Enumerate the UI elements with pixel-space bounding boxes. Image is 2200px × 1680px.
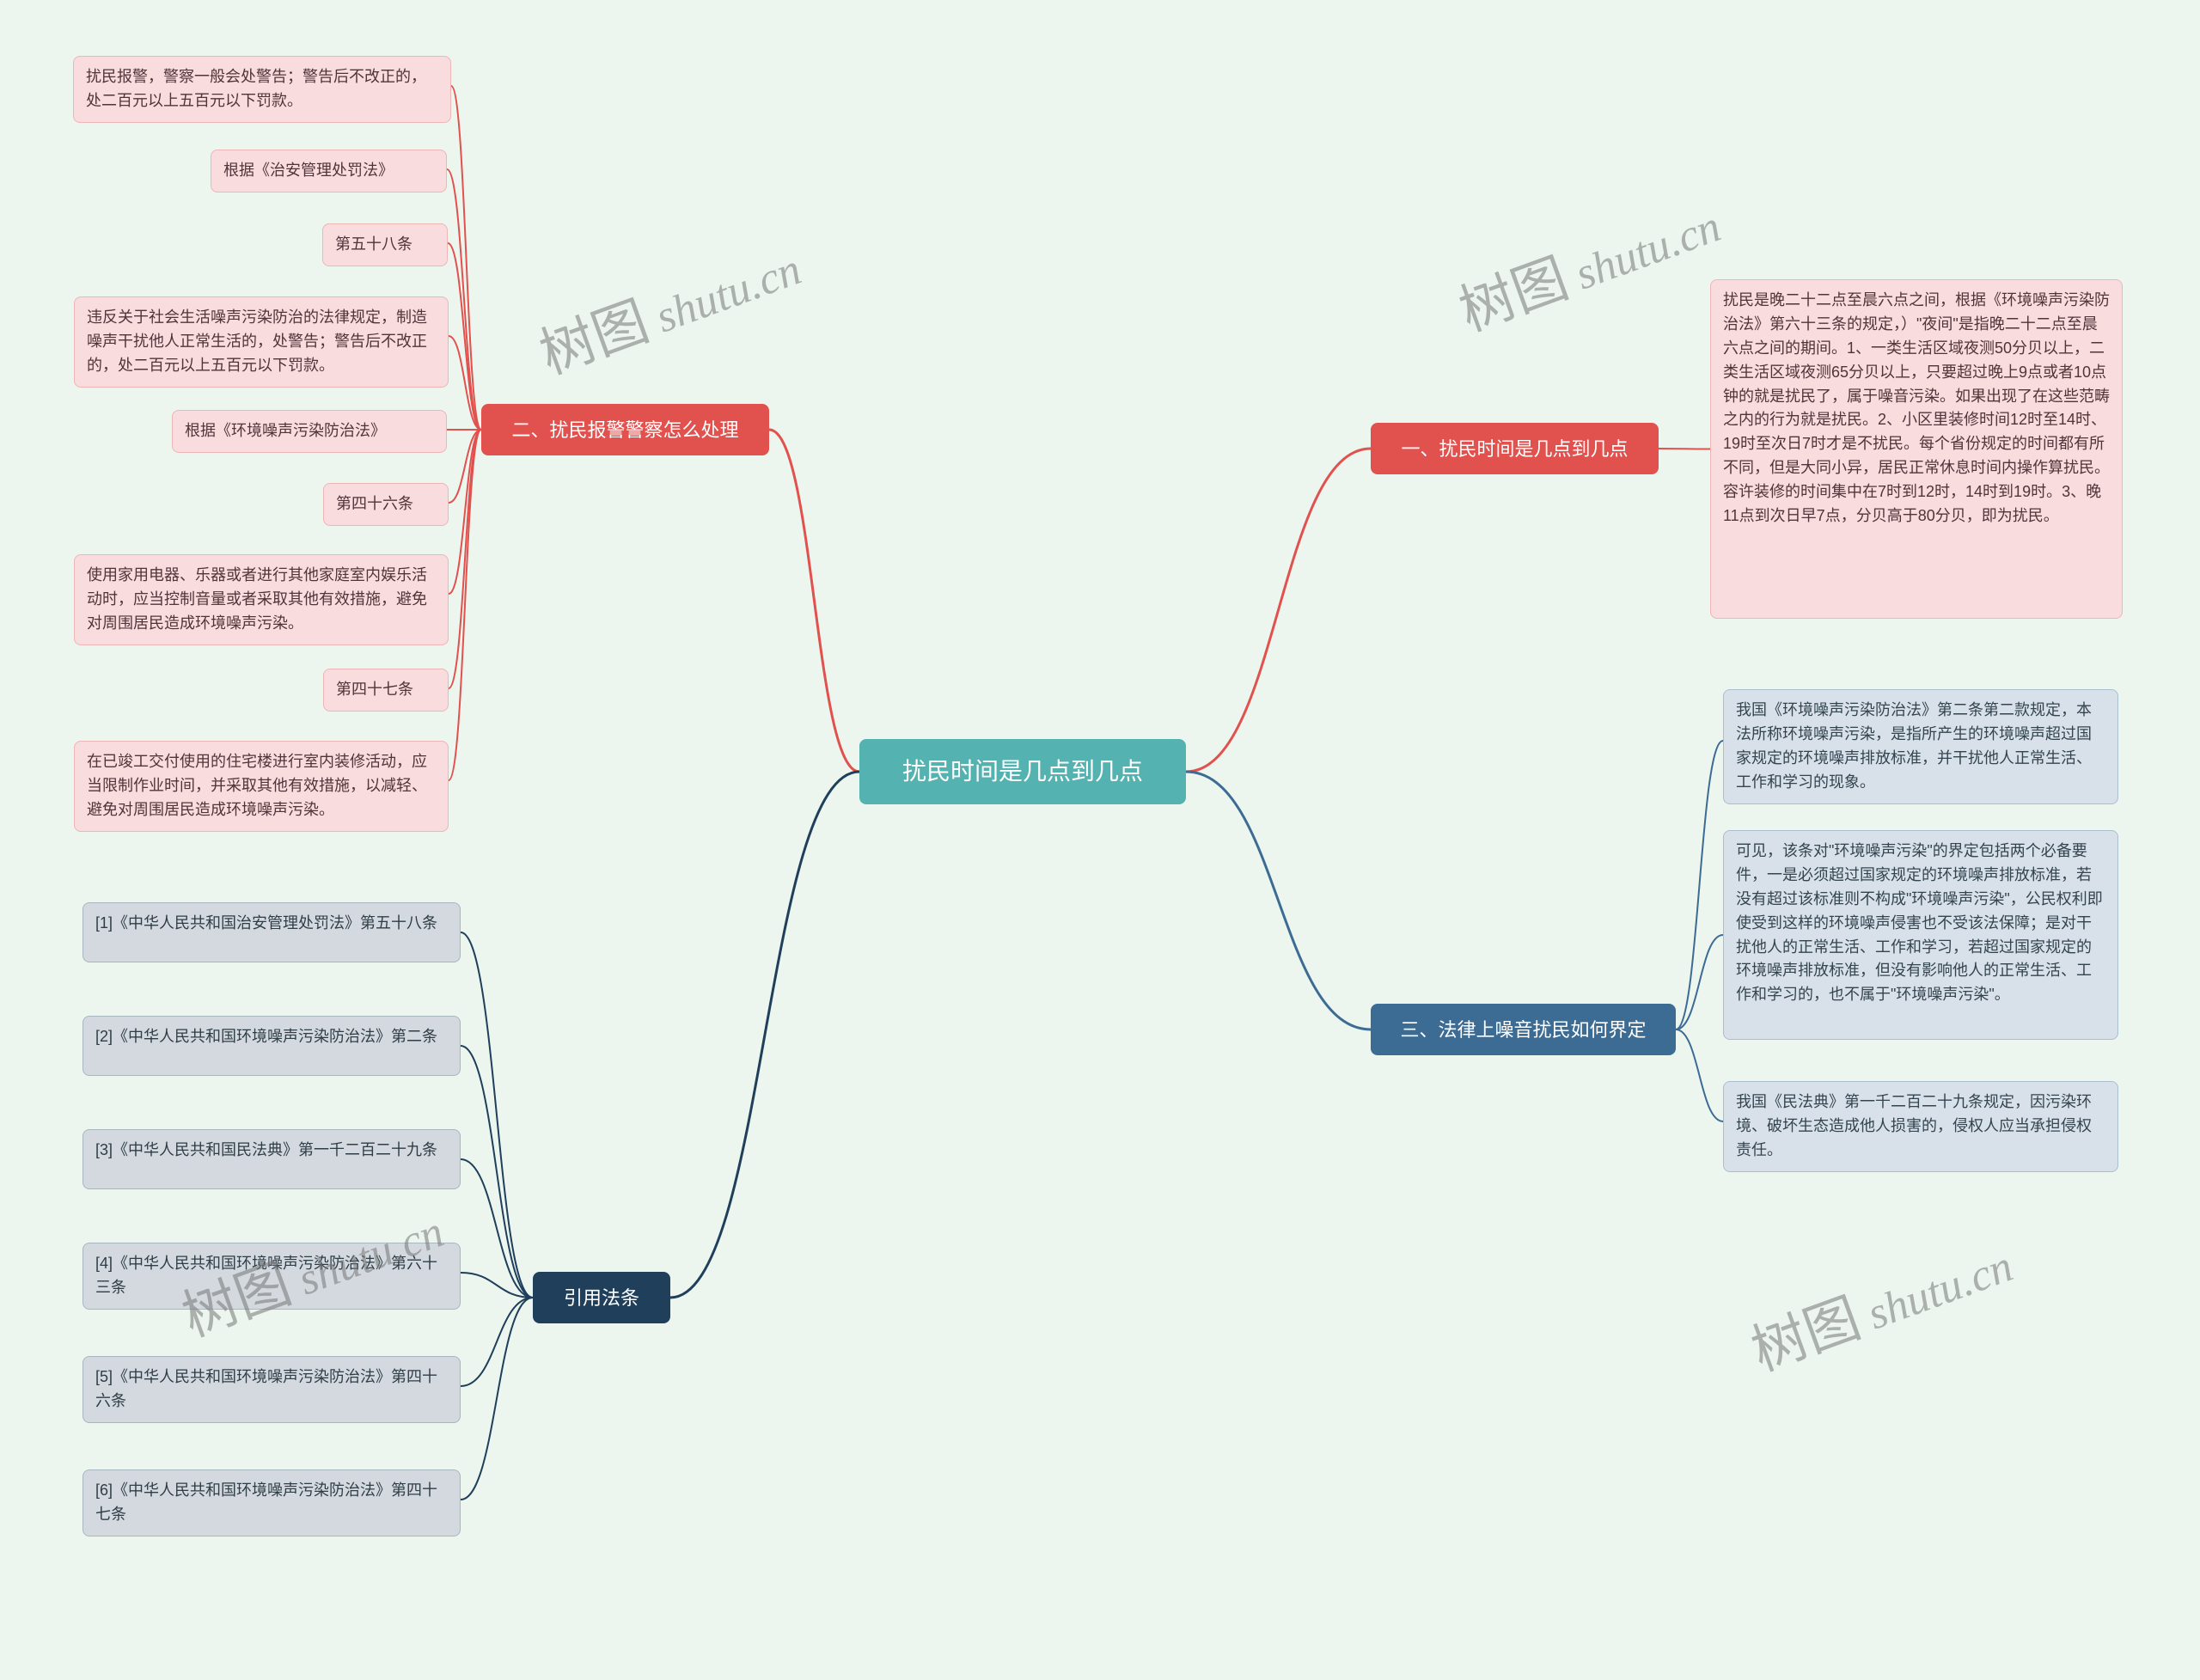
b2-leaf-6: 使用家用电器、乐器或者进行其他家庭室内娱乐活动时，应当控制音量或者采取其他有效措… [74,554,449,645]
b4-leaf-0: [1]《中华人民共和国治安管理处罚法》第五十八条 [82,902,461,962]
branch-1: 一、扰民时间是几点到几点 [1371,423,1659,474]
branch-1-label: 一、扰民时间是几点到几点 [1401,435,1628,463]
branch-2: 二、扰民报警警察怎么处理 [481,404,769,455]
branch-3: 三、法律上噪音扰民如何界定 [1371,1004,1676,1055]
watermark-1: 树图 shutu.cn [528,223,810,389]
b3-leaf-2: 我国《民法典》第一千二百二十九条规定，因污染环境、破坏生态造成他人损害的，侵权人… [1723,1081,2118,1172]
branch-4: 引用法条 [533,1272,670,1323]
b2-leaf-7: 第四十七条 [323,669,449,712]
b2-leaf-1: 根据《治安管理处罚法》 [211,150,447,192]
b3-leaf-0: 我国《环境噪声污染防治法》第二条第二款规定，本法所称环境噪声污染，是指所产生的环… [1723,689,2118,804]
watermark-2: 树图 shutu.cn [1447,180,1729,346]
b4-leaf-5: [6]《中华人民共和国环境噪声污染防治法》第四十七条 [82,1469,461,1536]
b3-leaf-1: 可见，该条对"环境噪声污染"的界定包括两个必备要件，一是必须超过国家规定的环境噪… [1723,830,2118,1040]
root-node: 扰民时间是几点到几点 [859,739,1186,804]
watermark-3: 树图 shutu.cn [1739,1219,2021,1386]
b2-leaf-4: 根据《环境噪声污染防治法》 [172,410,447,453]
b1-leaf-0: 扰民是晚二十二点至晨六点之间，根据《环境噪声污染防治法》第六十三条的规定，）"夜… [1710,279,2123,619]
b4-leaf-3: [4]《中华人民共和国环境噪声污染防治法》第六十三条 [82,1243,461,1310]
b4-leaf-2: [3]《中华人民共和国民法典》第一千二百二十九条 [82,1129,461,1189]
root-label: 扰民时间是几点到几点 [902,754,1143,790]
b4-leaf-4: [5]《中华人民共和国环境噪声污染防治法》第四十六条 [82,1356,461,1423]
mindmap-canvas: 扰民时间是几点到几点 一、扰民时间是几点到几点 二、扰民报警警察怎么处理 三、法… [0,0,2200,1680]
b2-leaf-5: 第四十六条 [323,483,449,526]
b2-leaf-3: 违反关于社会生活噪声污染防治的法律规定，制造噪声干扰他人正常生活的，处警告；警告… [74,296,449,388]
b2-leaf-0: 扰民报警，警察一般会处警告；警告后不改正的，处二百元以上五百元以下罚款。 [73,56,451,123]
branch-2-label: 二、扰民报警警察怎么处理 [511,416,738,444]
branch-4-label: 引用法条 [564,1284,639,1312]
b2-leaf-8: 在已竣工交付使用的住宅楼进行室内装修活动，应当限制作业时间，并采取其他有效措施，… [74,741,449,832]
b4-leaf-1: [2]《中华人民共和国环境噪声污染防治法》第二条 [82,1016,461,1076]
b2-leaf-2: 第五十八条 [322,223,448,266]
branch-3-label: 三、法律上噪音扰民如何界定 [1400,1016,1646,1044]
